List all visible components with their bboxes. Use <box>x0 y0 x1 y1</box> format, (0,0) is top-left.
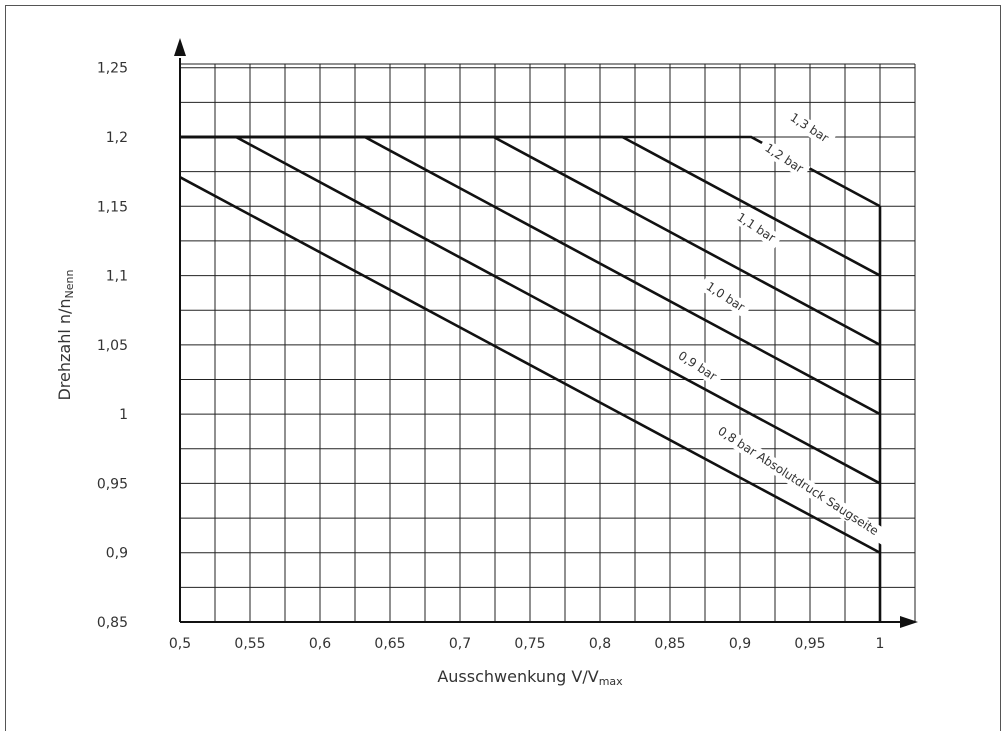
curve-labels: 0,8 bar Absolutdruck Saugseite 0,9 bar 1,0… <box>670 107 891 545</box>
x-tick-label: 0,5 <box>169 636 191 652</box>
chart-frame <box>5 5 1001 731</box>
curve-label-bg <box>698 276 752 319</box>
y-tick-label: 0,85 <box>97 615 128 631</box>
series-line-5 <box>180 135 881 208</box>
y-tick-label: 0,95 <box>97 476 128 492</box>
curve-label-2: 1,0 bar <box>698 276 752 319</box>
series-group <box>179 135 882 622</box>
y-axis-label: Drehzahl n/nNenn <box>55 269 76 400</box>
curve-label-bg <box>729 206 783 249</box>
x-axis-label: Ausschwenkung V/Vmax <box>437 667 623 688</box>
x-tick-label: 0,95 <box>794 636 825 652</box>
x-tick-label: 0,7 <box>449 636 471 652</box>
y-tick-label: 1,05 <box>97 338 128 354</box>
y-tick-label: 1,1 <box>106 269 128 285</box>
curve-label-3: 1,1 bar <box>729 206 783 249</box>
curve-label-bg <box>670 345 724 388</box>
curve-label-bg <box>705 417 891 545</box>
x-tick-label: 0,85 <box>654 636 685 652</box>
curve-label-text: 1,2 bar <box>762 141 806 176</box>
curve-label-1: 0,9 bar <box>670 345 724 388</box>
curve-label-text: 1,3 bar <box>788 110 832 145</box>
curve-label-4: 1,2 bar <box>757 137 811 180</box>
x-tick-label: 0,9 <box>729 636 751 652</box>
x-tick-label: 0,75 <box>514 636 545 652</box>
y-tick-label: 1,25 <box>97 61 128 77</box>
x-tick-label: 0,55 <box>234 636 265 652</box>
y-axis-arrow-icon <box>174 38 186 56</box>
axes <box>174 38 918 628</box>
series-line-0 <box>179 176 881 554</box>
x-tick-label: 0,6 <box>309 636 331 652</box>
y-tick-label: 1 <box>119 407 128 423</box>
x-tick-label: 1 <box>876 636 885 652</box>
tick-labels: 0,5 0,55 0,6 0,65 0,7 0,75 0,8 0,85 0,9 0,95 1 0,85… <box>97 61 885 652</box>
x-tick-label: 0,65 <box>374 636 405 652</box>
curve-label-0: 0,8 bar Absolutdruck Saugseite <box>705 417 891 545</box>
grid <box>179 63 916 623</box>
curve-label-5: 1,3 bar <box>782 107 836 149</box>
x-axis-arrow-icon <box>900 616 918 628</box>
y-tick-label: 1,2 <box>106 130 128 146</box>
curve-label-bg <box>782 107 836 149</box>
curve-label-text: 1,1 bar <box>734 210 778 245</box>
curve-label-text: 1,0 bar <box>704 279 748 314</box>
curve-label-bg <box>757 137 811 180</box>
y-tick-label: 0,9 <box>106 546 128 562</box>
y-tick-label: 1,15 <box>97 199 128 215</box>
x-tick-label: 0,8 <box>589 636 611 652</box>
